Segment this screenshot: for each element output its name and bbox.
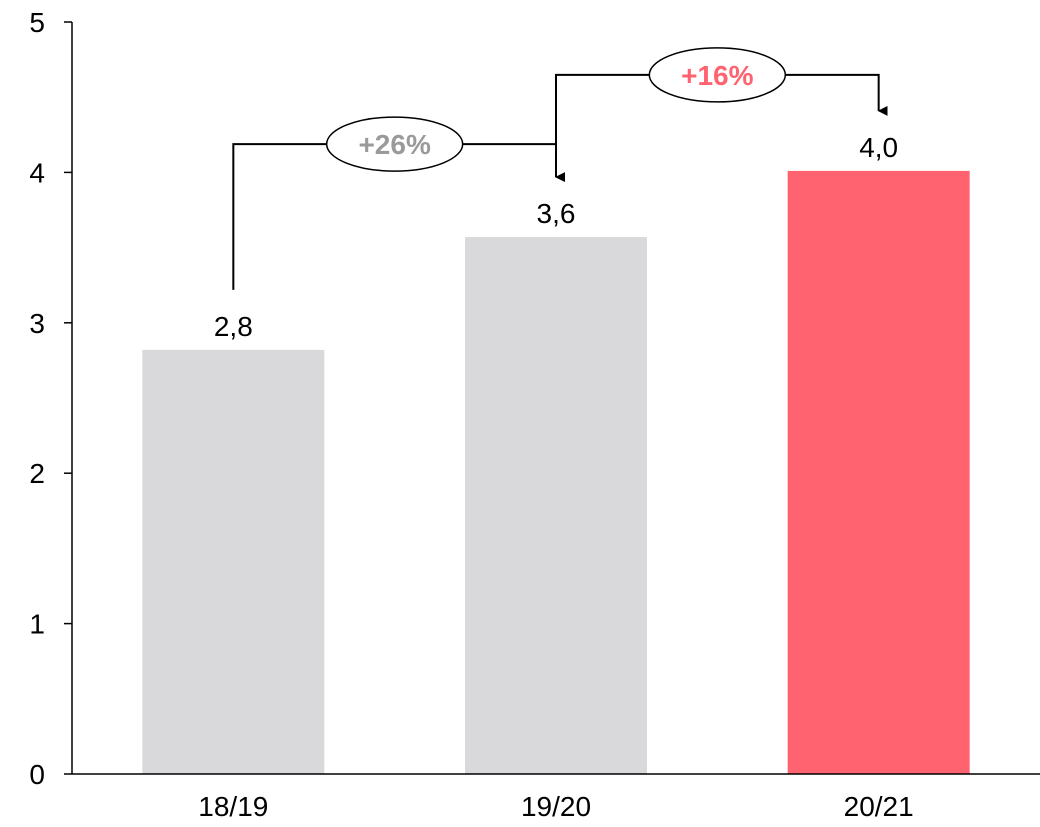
bar-value-label: 3,6 <box>537 198 576 229</box>
y-tick-label: 3 <box>29 308 45 339</box>
x-axis: 18/19 19/20 20/21 <box>72 773 1040 822</box>
x-tick-label: 20/21 <box>844 791 914 822</box>
bar-value-label: 4,0 <box>859 132 898 163</box>
bar-20-21 <box>787 170 970 774</box>
growth-badge <box>648 47 787 103</box>
y-tick-label: 2 <box>29 458 45 489</box>
y-tick-label: 0 <box>29 759 45 790</box>
x-tick-label: 18/19 <box>198 791 268 822</box>
growth-annotation: +16% <box>555 47 888 178</box>
bar-18-19 <box>142 349 325 774</box>
bar-value-label: 2,8 <box>214 311 253 342</box>
growth-label: +26% <box>358 129 430 160</box>
growth-badge <box>325 116 464 172</box>
y-tick-label: 1 <box>29 609 45 640</box>
bar-19-20 <box>465 237 647 774</box>
growth-annotation: +26% <box>232 116 565 290</box>
data-labels: 2,8 3,6 4,0 <box>214 132 898 342</box>
bars <box>142 170 970 774</box>
x-tick-label: 19/20 <box>521 791 591 822</box>
growth-label: +16% <box>681 60 753 91</box>
growth-annotations: +26% +16% <box>232 47 888 290</box>
y-axis: 0 1 2 3 4 5 <box>29 7 73 790</box>
y-tick-label: 4 <box>29 157 45 188</box>
y-tick-label: 5 <box>29 7 45 38</box>
